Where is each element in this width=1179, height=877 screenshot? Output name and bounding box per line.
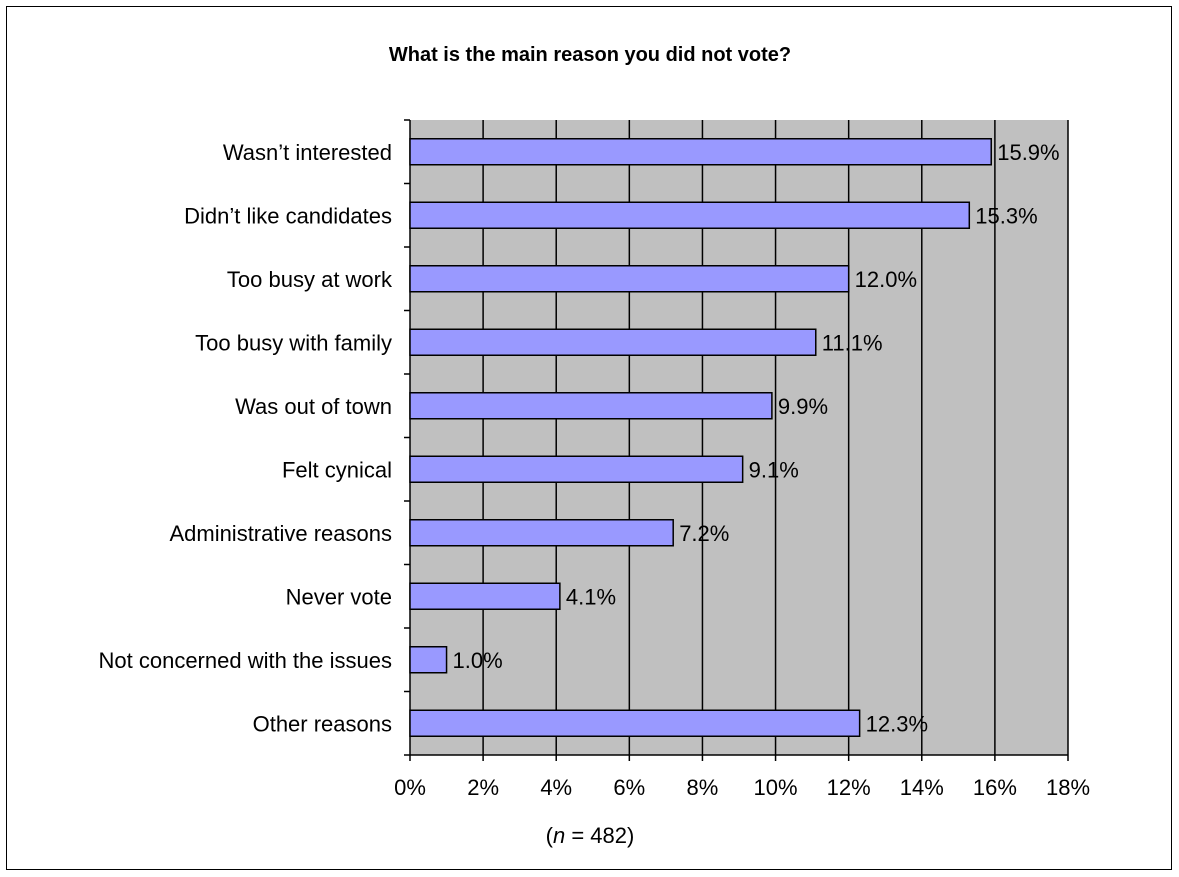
- value-label: 12.3%: [866, 711, 928, 736]
- value-label: 15.9%: [997, 140, 1059, 165]
- value-label: 9.9%: [778, 394, 828, 419]
- x-tick-label: 2%: [467, 775, 499, 800]
- value-label: 11.1%: [822, 330, 883, 355]
- bar: [409, 138, 992, 166]
- bar: [409, 328, 817, 356]
- category-label: Too busy at work: [227, 267, 393, 292]
- bar-chart: What is the main reason you did not vote…: [99, 44, 1091, 848]
- x-tick-label: 0%: [394, 775, 426, 800]
- category-label: Was out of town: [235, 394, 392, 419]
- category-label: Other reasons: [253, 711, 392, 736]
- bar: [409, 646, 448, 674]
- bar: [409, 582, 561, 610]
- x-tick-label: 16%: [973, 775, 1017, 800]
- value-label: 15.3%: [975, 203, 1037, 228]
- category-label: Wasn’t interested: [223, 140, 392, 165]
- value-label: 12.0%: [855, 267, 917, 292]
- x-tick-label: 12%: [827, 775, 871, 800]
- value-label: 7.2%: [679, 521, 729, 546]
- category-label: Not concerned with the issues: [99, 648, 393, 673]
- x-tick-label: 10%: [754, 775, 798, 800]
- value-label: 9.1%: [749, 457, 799, 482]
- plot-area: 0% 2% 4% 6% 8% 10% 12% 14% 16% 18% Wasn’t interest…: [99, 119, 1090, 800]
- category-label: Too busy with family: [195, 330, 392, 355]
- bar: [409, 519, 674, 547]
- category-label: Didn’t like candidates: [184, 203, 392, 228]
- x-tick-label: 4%: [540, 775, 572, 800]
- category-label: Administrative reasons: [169, 521, 392, 546]
- category-label: Felt cynical: [282, 457, 392, 482]
- x-tick-label: 6%: [613, 775, 645, 800]
- x-tick-label: 18%: [1046, 775, 1090, 800]
- category-label: Never vote: [286, 584, 392, 609]
- sample-size-note: (n = 482): [546, 823, 635, 848]
- bar: [409, 392, 773, 420]
- chart-frame: What is the main reason you did not vote…: [6, 6, 1172, 870]
- x-tick-label: 8%: [687, 775, 719, 800]
- bar: [409, 455, 744, 483]
- value-label: 1.0%: [453, 648, 503, 673]
- note-suffix: = 482): [565, 823, 634, 848]
- x-tick-label: 14%: [900, 775, 944, 800]
- bar: [409, 265, 850, 293]
- bar: [409, 709, 861, 737]
- bar: [409, 201, 971, 229]
- note-italic: n: [553, 823, 565, 848]
- chart-title: What is the main reason you did not vote…: [389, 44, 791, 66]
- value-label: 4.1%: [566, 584, 616, 609]
- note-prefix: (: [546, 823, 554, 848]
